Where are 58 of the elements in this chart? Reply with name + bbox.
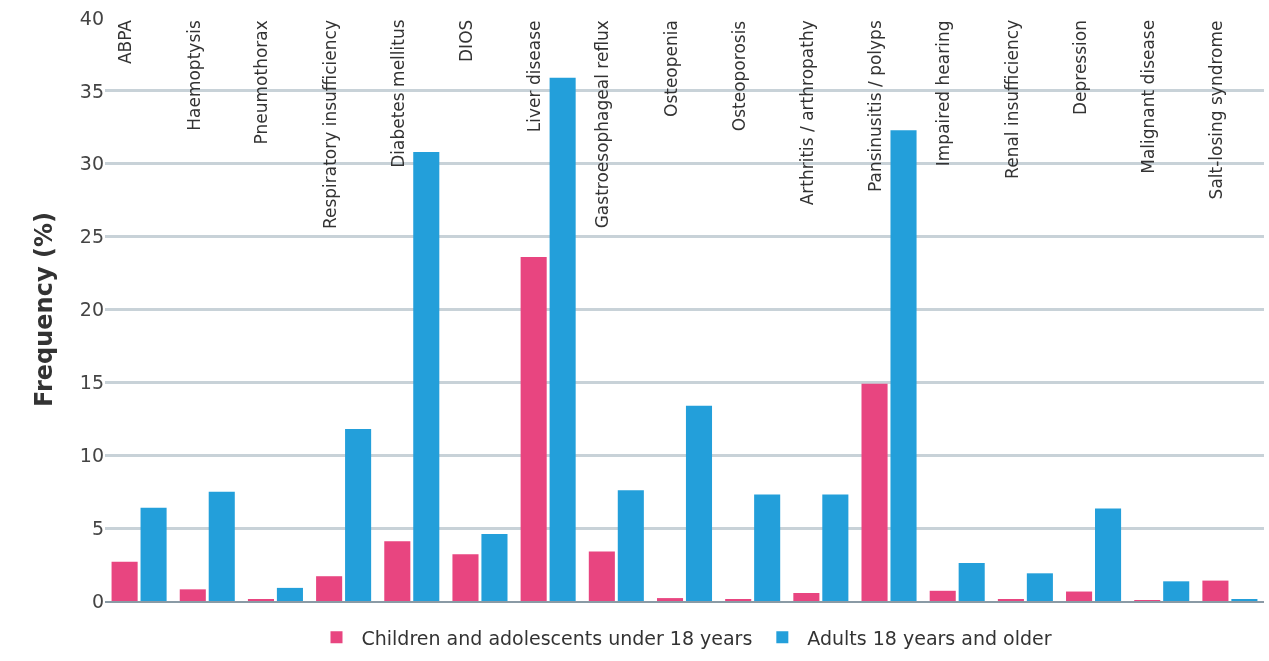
x-tick-label: Impaired hearing bbox=[933, 20, 954, 167]
y-tick-label: 40 bbox=[79, 6, 104, 29]
bar bbox=[617, 490, 644, 601]
bar bbox=[384, 541, 411, 601]
bar bbox=[1095, 508, 1122, 601]
bar bbox=[208, 491, 235, 601]
bar bbox=[179, 589, 206, 601]
y-tick-label: 20 bbox=[79, 298, 104, 321]
y-tick-label: 10 bbox=[79, 443, 104, 466]
bar bbox=[140, 507, 167, 601]
legend-label: Adults 18 years and older bbox=[807, 626, 1052, 649]
bar bbox=[822, 494, 849, 601]
bar bbox=[685, 405, 713, 601]
bar bbox=[481, 533, 508, 601]
bar bbox=[1026, 573, 1053, 601]
x-tick-label: Diabetes mellitus bbox=[387, 19, 408, 168]
bar bbox=[656, 598, 684, 601]
x-tick-label: Liver disease bbox=[524, 20, 545, 133]
x-tick-label: Gastroesophageal reflux bbox=[592, 20, 613, 229]
x-tick-label: Osteopenia bbox=[661, 20, 681, 117]
bar bbox=[958, 563, 985, 601]
x-tick-label: Haemoptysis bbox=[183, 20, 204, 131]
y-axis-title: Frequency (%) bbox=[29, 212, 58, 407]
bar bbox=[413, 152, 440, 601]
bar bbox=[452, 554, 479, 601]
legend-label: Children and adolescents under 18 years bbox=[361, 626, 753, 649]
x-tick-label: Salt-losing syndrome bbox=[1206, 20, 1227, 200]
x-tick-label: Renal insufficiency bbox=[1001, 19, 1022, 179]
bar bbox=[345, 429, 372, 601]
bar bbox=[1202, 580, 1229, 601]
x-tick-label: Respiratory insufficiency bbox=[320, 20, 341, 230]
bar bbox=[520, 257, 547, 601]
y-tick-label: 30 bbox=[79, 152, 104, 175]
y-tick-label: 25 bbox=[79, 225, 104, 248]
bar bbox=[754, 494, 781, 601]
bar bbox=[1163, 581, 1190, 601]
x-tick-label: ABPA bbox=[115, 19, 136, 65]
bar bbox=[929, 590, 956, 601]
x-tick-label: Malignant disease bbox=[1137, 19, 1158, 174]
bar bbox=[793, 592, 820, 601]
y-tick-label: 35 bbox=[79, 79, 104, 102]
bar bbox=[316, 576, 343, 601]
bar bbox=[588, 551, 615, 601]
bar bbox=[861, 383, 888, 601]
x-tick-label: Osteoporosis bbox=[729, 20, 750, 132]
y-tick-label: 5 bbox=[91, 516, 104, 539]
bar bbox=[276, 587, 303, 601]
bar bbox=[111, 561, 138, 601]
x-tick-label: Arthritis / arthropathy bbox=[797, 20, 818, 206]
bar bbox=[890, 130, 917, 601]
x-tick-label: Pansinusitis / polyps bbox=[865, 20, 886, 193]
bar bbox=[1066, 591, 1093, 601]
bar bbox=[549, 77, 576, 601]
x-tick-label: Depression bbox=[1070, 20, 1091, 116]
y-tick-label: 15 bbox=[79, 371, 104, 394]
y-tick-label: 0 bbox=[91, 589, 104, 612]
x-tick-label: Pneumothorax bbox=[251, 20, 272, 145]
x-tick-label: DIOS bbox=[455, 19, 476, 62]
